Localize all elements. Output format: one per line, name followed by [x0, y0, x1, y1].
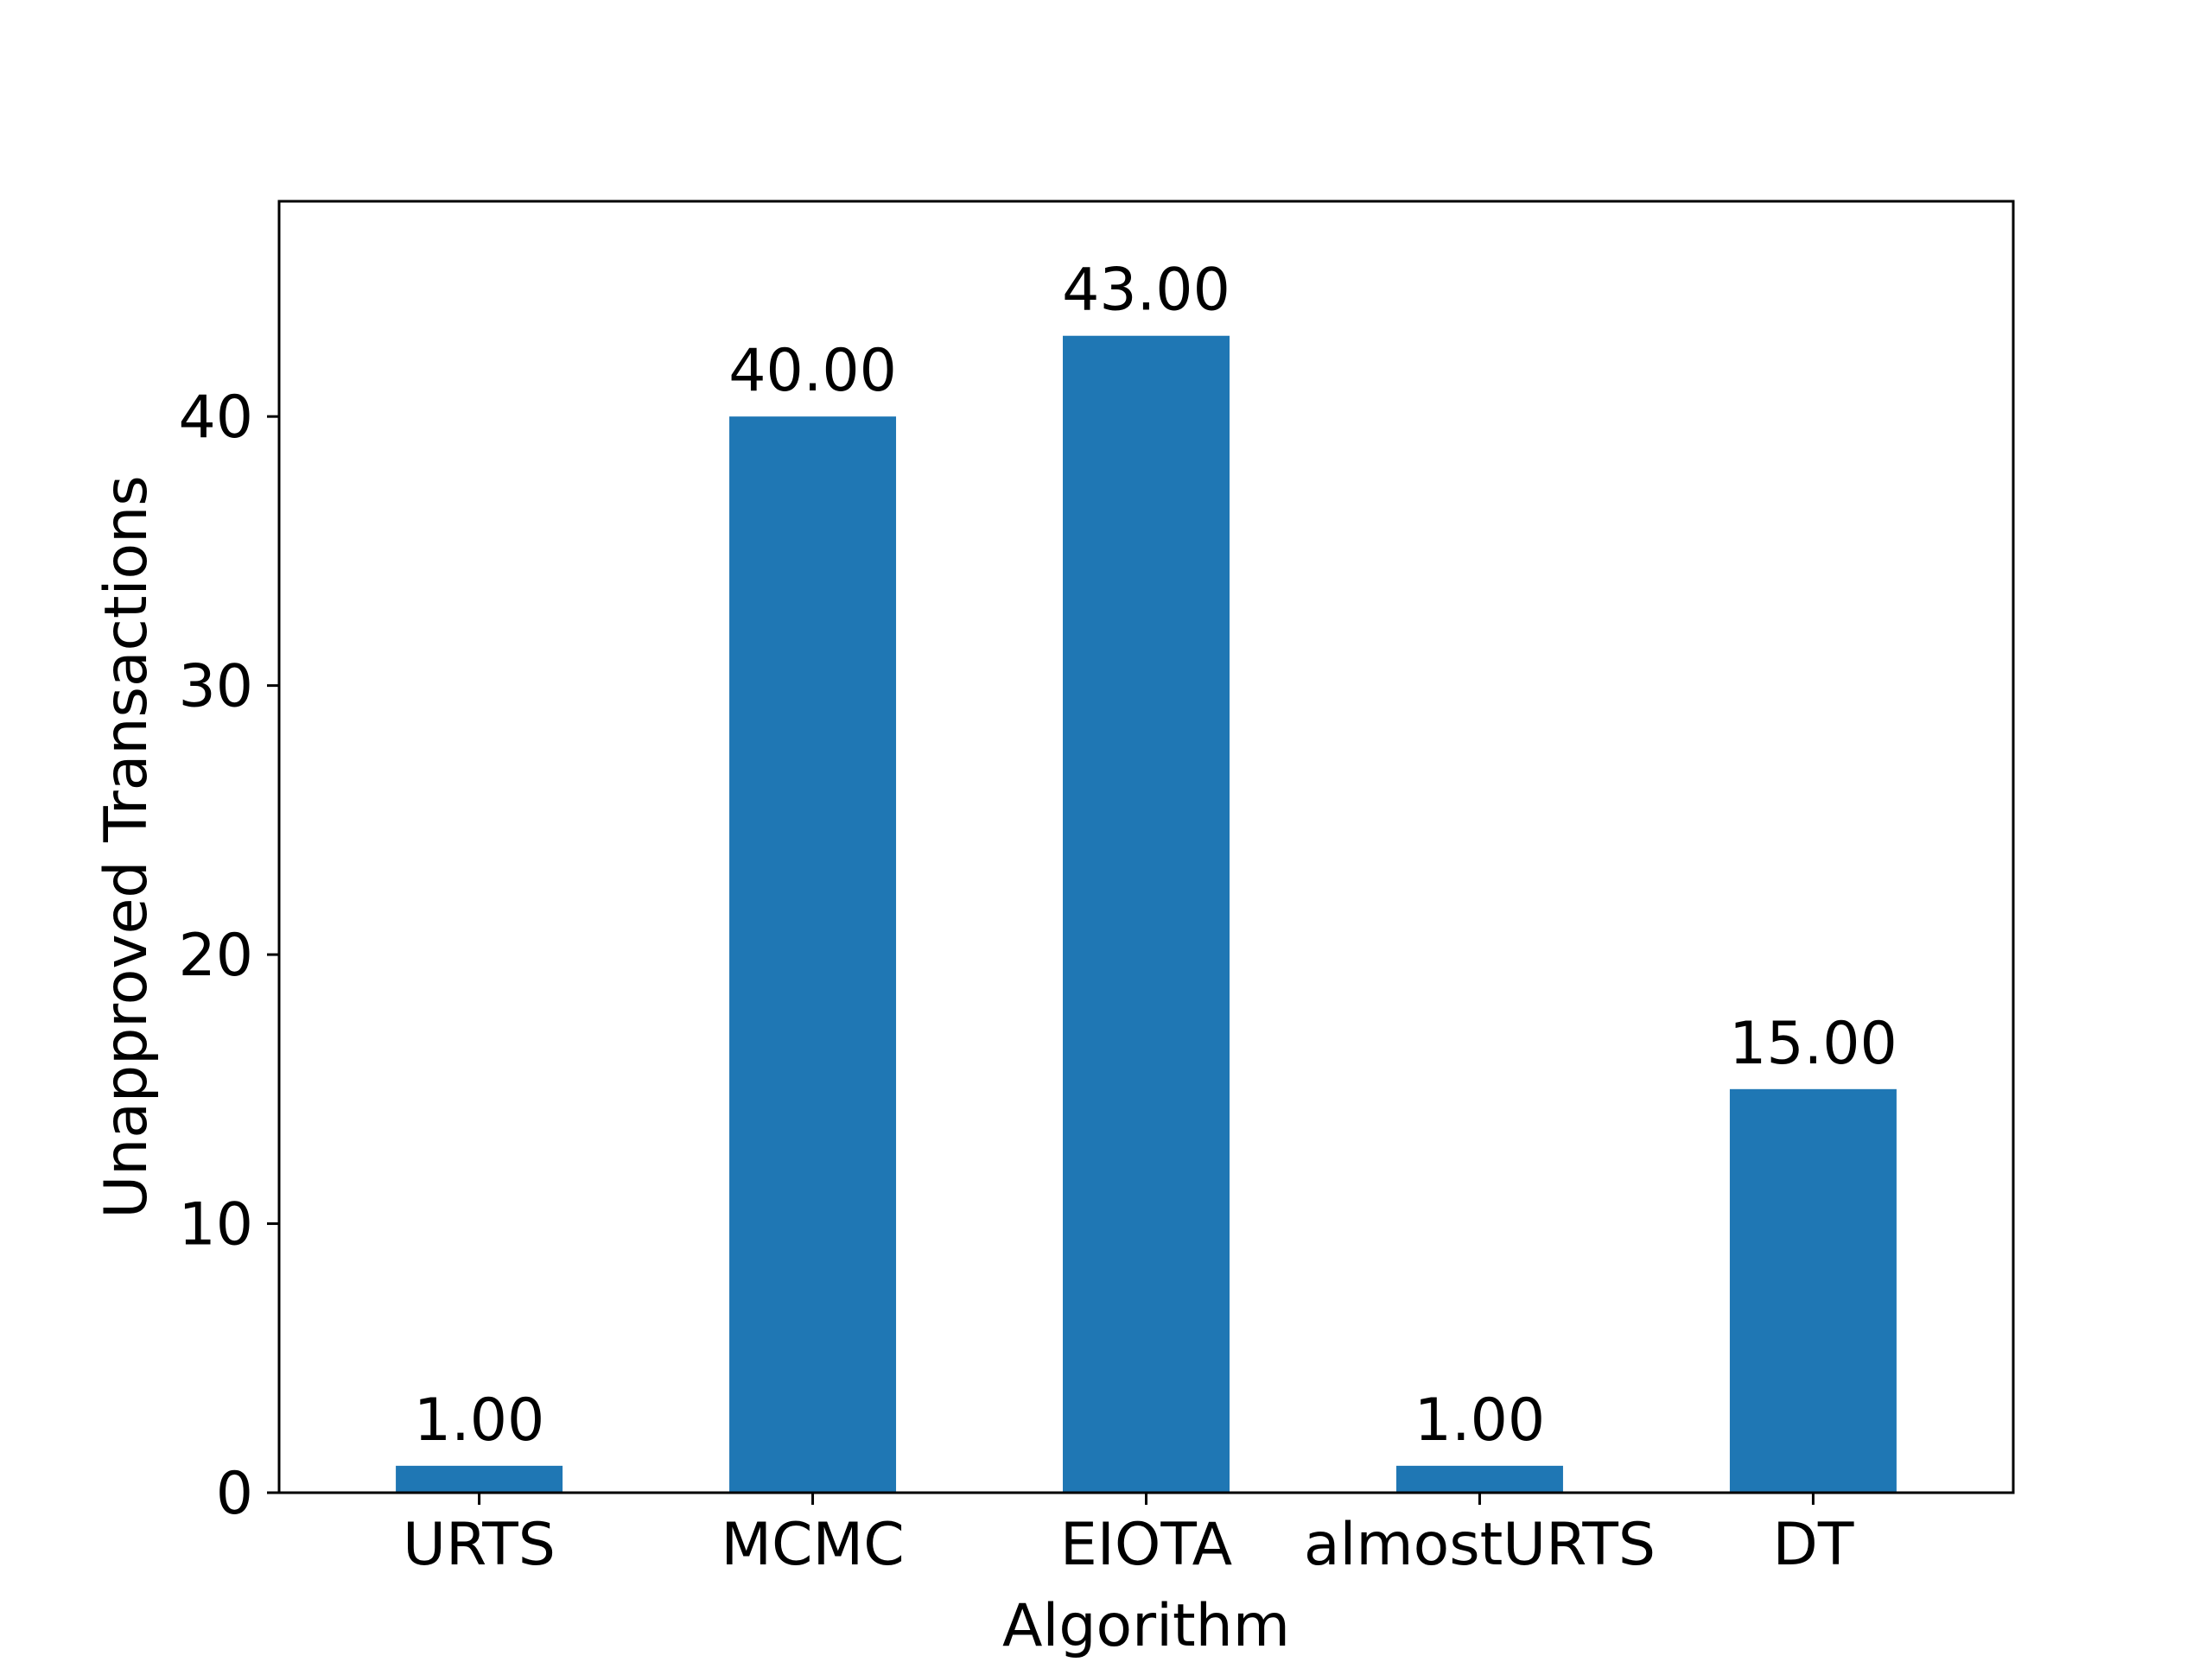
x-tick-label-urts: URTS	[403, 1511, 556, 1579]
value-label-eiota: 43.00	[1062, 257, 1230, 325]
bar-almosturts	[1395, 1465, 1563, 1493]
labels-layer: 1.00 URTS 40.00 MCMC 43.00 EIOTA 1.00 almostURT…	[178, 257, 1897, 1579]
bar-mcmc	[729, 416, 897, 1494]
bars-layer	[396, 335, 1897, 1494]
y-tick-label-10: 10	[178, 1191, 253, 1259]
y-tick-label-0: 0	[216, 1460, 253, 1528]
bar-dt	[1729, 1088, 1897, 1493]
value-label-mcmc: 40.00	[728, 337, 897, 405]
bar-eiota	[1063, 335, 1230, 1494]
x-tick-label-dt: DT	[1772, 1511, 1853, 1579]
x-tick-label-eiota: EIOTA	[1060, 1511, 1232, 1579]
y-axis-label: Unapproved Transactions	[92, 475, 161, 1218]
y-tick-label-20: 20	[178, 922, 253, 990]
x-axis-label: Algorithm	[1002, 1592, 1290, 1659]
x-tick-label-almosturts: almostURTS	[1304, 1511, 1656, 1579]
bar-urts	[396, 1465, 563, 1493]
value-label-urts: 1.00	[414, 1386, 544, 1455]
y-tick-label-40: 40	[178, 384, 253, 452]
value-label-dt: 15.00	[1729, 1010, 1897, 1078]
value-label-almosturts: 1.00	[1414, 1386, 1545, 1455]
x-tick-label-mcmc: MCMC	[721, 1511, 904, 1579]
y-tick-label-30: 30	[178, 653, 253, 721]
ticks-layer	[267, 415, 1815, 1505]
